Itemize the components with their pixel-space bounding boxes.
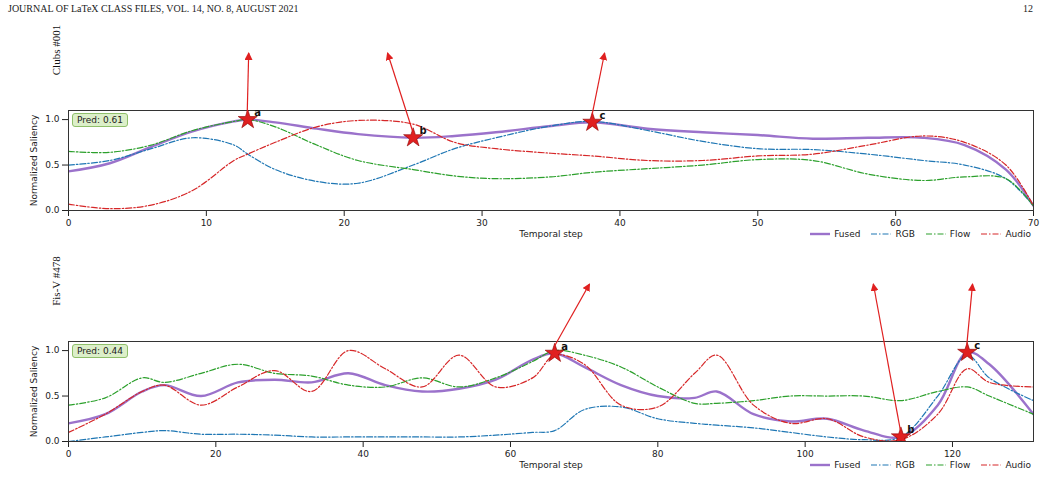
svg-text:0: 0 bbox=[66, 218, 72, 228]
html-text:Fused: Fused bbox=[834, 229, 861, 239]
svg-text:Temporal step: Temporal step bbox=[518, 460, 583, 470]
svg-text:10: 10 bbox=[201, 218, 213, 228]
svg-text:120: 120 bbox=[944, 449, 961, 459]
svg-text:0.0: 0.0 bbox=[45, 436, 60, 446]
svg-text:100: 100 bbox=[797, 449, 814, 459]
svg-text:40: 40 bbox=[357, 449, 369, 459]
svg-text:20: 20 bbox=[338, 218, 350, 228]
svg-text:0: 0 bbox=[66, 449, 72, 459]
svg-text:Normalized Saliency: Normalized Saliency bbox=[29, 114, 39, 206]
svg-text:30: 30 bbox=[476, 218, 488, 228]
html-text:Flow: Flow bbox=[949, 460, 971, 470]
svg-text:40: 40 bbox=[614, 218, 626, 228]
html-text:RGB: RGB bbox=[895, 229, 915, 239]
html-text:Flow: Flow bbox=[949, 229, 971, 239]
svg-text:70: 70 bbox=[1028, 218, 1040, 228]
svg-text:b: b bbox=[420, 125, 427, 136]
html-text:Pred: 0.61: Pred: 0.61 bbox=[77, 115, 123, 125]
html-text:JOURNAL OF LaTeX CLASS FILES,: JOURNAL OF LaTeX CLASS FILES, VOL. 14, N… bbox=[8, 3, 299, 14]
html-text:Fis-V #478: Fis-V #478 bbox=[50, 256, 62, 306]
svg-text:a: a bbox=[254, 107, 261, 118]
svg-text:c: c bbox=[599, 110, 605, 121]
svg-text:Temporal step: Temporal step bbox=[518, 229, 583, 239]
svg-text:0.5: 0.5 bbox=[45, 391, 59, 401]
svg-text:50: 50 bbox=[752, 218, 764, 228]
html-text:Fused: Fused bbox=[834, 460, 861, 470]
svg-text:1.0: 1.0 bbox=[45, 114, 60, 124]
svg-text:0.0: 0.0 bbox=[45, 205, 60, 215]
html-text:Pred: 0.44: Pred: 0.44 bbox=[77, 346, 123, 356]
svg-text:60: 60 bbox=[505, 449, 517, 459]
svg-text:0.5: 0.5 bbox=[45, 160, 59, 170]
svg-text:Normalized Saliency: Normalized Saliency bbox=[29, 345, 39, 437]
svg-text:a: a bbox=[561, 341, 568, 352]
html-text:Clubs #001: Clubs #001 bbox=[50, 24, 62, 76]
svg-text:b: b bbox=[907, 424, 914, 435]
html-text:Audio: Audio bbox=[1005, 229, 1031, 239]
html-text:RGB: RGB bbox=[895, 460, 915, 470]
html-text:Audio: Audio bbox=[1005, 460, 1031, 470]
svg-text:60: 60 bbox=[890, 218, 902, 228]
svg-text:1.0: 1.0 bbox=[45, 345, 60, 355]
svg-text:80: 80 bbox=[652, 449, 664, 459]
svg-text:20: 20 bbox=[210, 449, 222, 459]
html-text:12: 12 bbox=[1023, 3, 1033, 14]
svg-text:c: c bbox=[974, 340, 980, 351]
